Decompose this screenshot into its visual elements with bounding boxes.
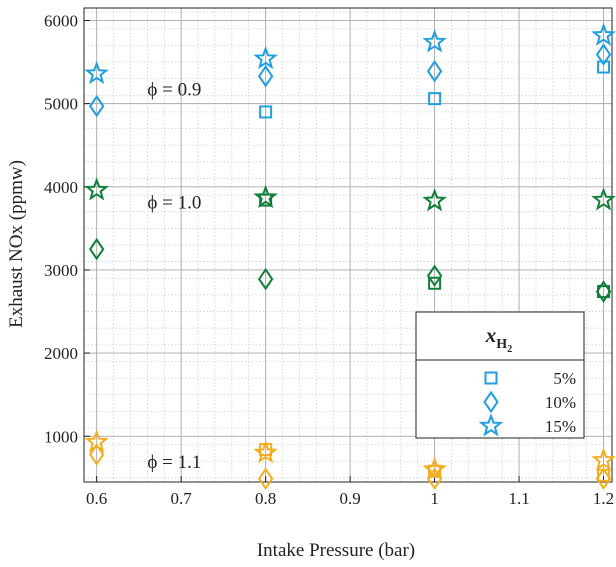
- x-tick-label: 0.7: [171, 489, 193, 508]
- y-tick-label: 4000: [44, 178, 78, 197]
- y-axis-ticks: 1000 2000 3000 4000 5000 6000: [44, 11, 90, 446]
- diamond-marker-phi-0.9: [426, 59, 443, 83]
- legend-title-main: x: [485, 323, 497, 347]
- legend-square-marker: [484, 371, 498, 385]
- diamond-marker-phi-0.9: [257, 64, 274, 88]
- diamond-marker-phi-0.9: [88, 94, 105, 118]
- star-marker-phi-0.9: [253, 45, 278, 70]
- star-marker-phi-0.9: [422, 29, 447, 53]
- plot-frame: [83, 7, 613, 483]
- y-tick-label: 1000: [44, 427, 78, 446]
- diamond-marker-phi-0.9: [595, 43, 612, 66]
- major-grid: [84, 8, 612, 482]
- square-marker-phi-1.0: [428, 276, 442, 290]
- phi-annotation: ϕ = 0.9: [147, 79, 201, 100]
- y-tick-label: 2000: [44, 344, 78, 363]
- legend-diamond-marker: [483, 390, 499, 414]
- legend: xH2 5% 10% 15%: [415, 311, 585, 439]
- minor-grid: [84, 8, 612, 482]
- y-tick-label: 6000: [44, 11, 78, 30]
- x-axis-label: Intake Pressure (bar): [257, 540, 415, 561]
- square-marker-phi-0.9: [428, 92, 442, 106]
- legend-entry-label: 10%: [545, 393, 576, 412]
- star-marker-phi-1.0: [591, 187, 616, 211]
- diamond-marker-phi-1.1: [88, 443, 105, 466]
- legend-entry-label: 5%: [553, 369, 576, 388]
- legend-star-marker: [478, 413, 504, 437]
- star-marker-phi-1.1: [591, 447, 616, 471]
- star-marker-phi-1.1: [84, 429, 109, 453]
- x-tick-label: 0.8: [255, 489, 276, 508]
- phi-annotations: ϕ = 0.9 ϕ = 1.0 ϕ = 1.1: [147, 79, 201, 473]
- legend-title-subsub: 2: [507, 344, 512, 355]
- star-marker-phi-1.0: [84, 177, 109, 201]
- diamond-marker-phi-1.0: [426, 264, 443, 288]
- phi-annotation: ϕ = 1.1: [147, 452, 201, 473]
- x-tick-label: 0.6: [86, 489, 107, 508]
- x-tick-label: 1.2: [593, 489, 614, 508]
- x-axis-ticks: 0.6 0.7 0.8 0.9 1 1.1 1.2: [86, 476, 614, 508]
- square-marker-phi-0.9: [259, 105, 273, 119]
- legend-title: xH2: [485, 323, 512, 355]
- square-marker-phi-1.0: [259, 193, 273, 207]
- legend-entry-label: 15%: [545, 417, 576, 436]
- diamond-marker-phi-1.0: [257, 267, 274, 291]
- star-marker-phi-1.0: [253, 184, 278, 209]
- star-marker-phi-1.1: [422, 456, 447, 480]
- legend-box: [415, 311, 585, 439]
- star-marker-phi-1.1: [253, 440, 278, 464]
- x-tick-label: 0.9: [339, 489, 360, 508]
- star-marker-phi-1.0: [422, 188, 447, 212]
- y-axis-label: Exhaust NOx (ppmw): [6, 160, 27, 328]
- x-tick-label: 1.1: [508, 489, 529, 508]
- square-marker-phi-1.1: [428, 464, 442, 478]
- diamond-marker-phi-1.0: [88, 237, 105, 261]
- diamond-marker-phi-1.0: [595, 280, 612, 303]
- star-marker-phi-0.9: [84, 60, 109, 85]
- y-tick-label: 5000: [44, 95, 78, 114]
- square-marker-phi-0.9: [597, 60, 611, 74]
- y-tick-label: 3000: [44, 261, 78, 280]
- diamond-marker-phi-1.1: [257, 467, 274, 490]
- x-tick-label: 1: [430, 489, 439, 508]
- diamond-marker-phi-1.1: [595, 467, 612, 490]
- star-marker-phi-0.9: [591, 22, 616, 46]
- legend-entries: 5% 10% 15%: [478, 369, 576, 437]
- legend-title-sub: H: [496, 337, 507, 352]
- data-markers: [84, 22, 616, 490]
- phi-annotation: ϕ = 1.0: [147, 192, 201, 213]
